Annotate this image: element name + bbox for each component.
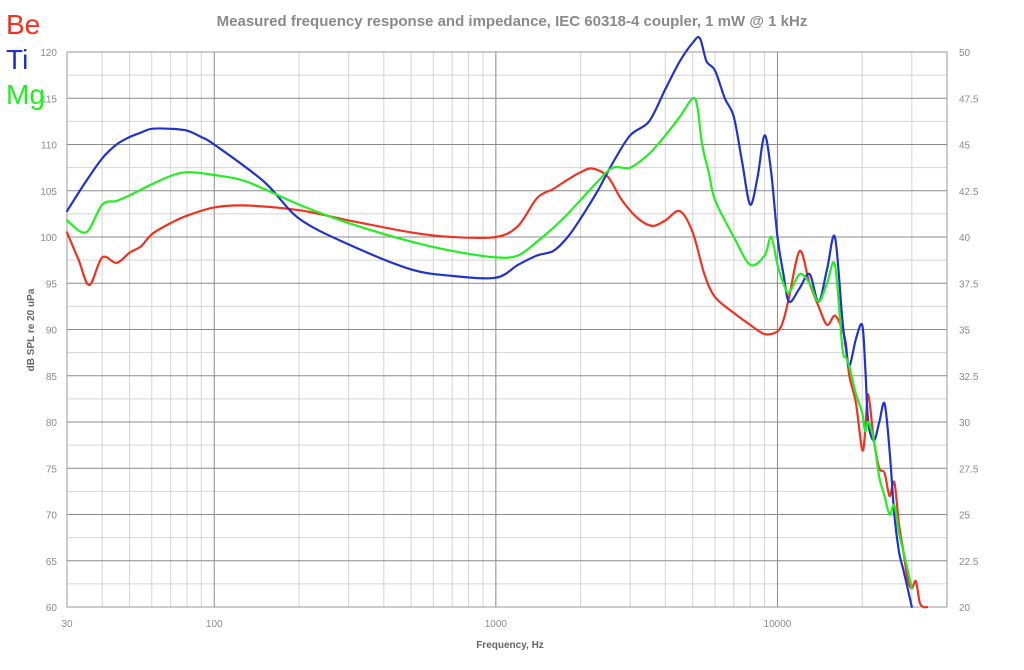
y-tick-label: 60	[46, 603, 58, 614]
y2-tick-label: 35	[959, 326, 971, 337]
y2-tick-label: 37.5	[959, 279, 979, 290]
x-tick-label: 100	[206, 619, 223, 630]
y-tick-label: 90	[46, 326, 58, 337]
y-tick-label: 70	[46, 511, 58, 522]
legend: Be Ti Mg	[6, 9, 45, 110]
series-line-mg	[65, 96, 913, 590]
y-tick-label: 105	[40, 187, 57, 198]
y2-tick-label: 42.5	[959, 187, 979, 198]
y-tick-label: 120	[40, 48, 57, 59]
legend-entry-ti: Ti	[6, 44, 28, 75]
x-tick-label: 1000	[485, 619, 508, 630]
y-tick-label: 115	[41, 94, 57, 105]
major-grid	[67, 51, 947, 608]
y-tick-label: 110	[41, 141, 57, 152]
y2-tick-label: 40	[959, 233, 971, 244]
y-tick-label: 65	[46, 557, 58, 568]
series-line-be	[65, 167, 929, 609]
y2-tick-label: 32.5	[959, 372, 979, 383]
y-tick-label: 100	[40, 233, 57, 244]
y-tick-label: 85	[46, 372, 58, 383]
x-axis-label: Frequency, Hz	[476, 640, 544, 651]
y2-tick-label: 27.5	[959, 464, 979, 475]
y2-axis-ticks: 20 22.5 25 27.5 30 32.5 35 37.5 40 42.5 45 47.5 50	[959, 48, 979, 614]
y2-tick-label: 50	[959, 48, 971, 59]
legend-entry-be: Be	[6, 9, 40, 40]
y-tick-label: 75	[46, 464, 58, 475]
x-tick-label: 30	[61, 619, 73, 630]
y-tick-label: 95	[46, 279, 58, 290]
y-axis-label: dB SPL re 20 uPa	[26, 288, 37, 371]
plot-frame	[66, 51, 948, 608]
y2-tick-label: 22.5	[959, 557, 979, 568]
y-axis-ticks: 60 65 70 75 80 85 90 95 100 105 110 115 120	[40, 48, 57, 614]
y2-tick-label: 47.5	[959, 94, 979, 105]
y2-tick-label: 30	[959, 418, 971, 429]
y2-tick-label: 20	[959, 603, 971, 614]
legend-entry-mg: Mg	[6, 79, 45, 110]
y-tick-label: 80	[46, 418, 58, 429]
x-axis-ticks: 30 100 1000 10000	[61, 619, 791, 630]
x-tick-label: 10000	[764, 619, 792, 630]
series-line-ti	[65, 36, 913, 609]
series-curves	[65, 36, 929, 609]
y2-tick-label: 45	[959, 141, 971, 152]
chart-title: Measured frequency response and impedanc…	[217, 13, 808, 30]
y2-tick-label: 25	[959, 511, 971, 522]
